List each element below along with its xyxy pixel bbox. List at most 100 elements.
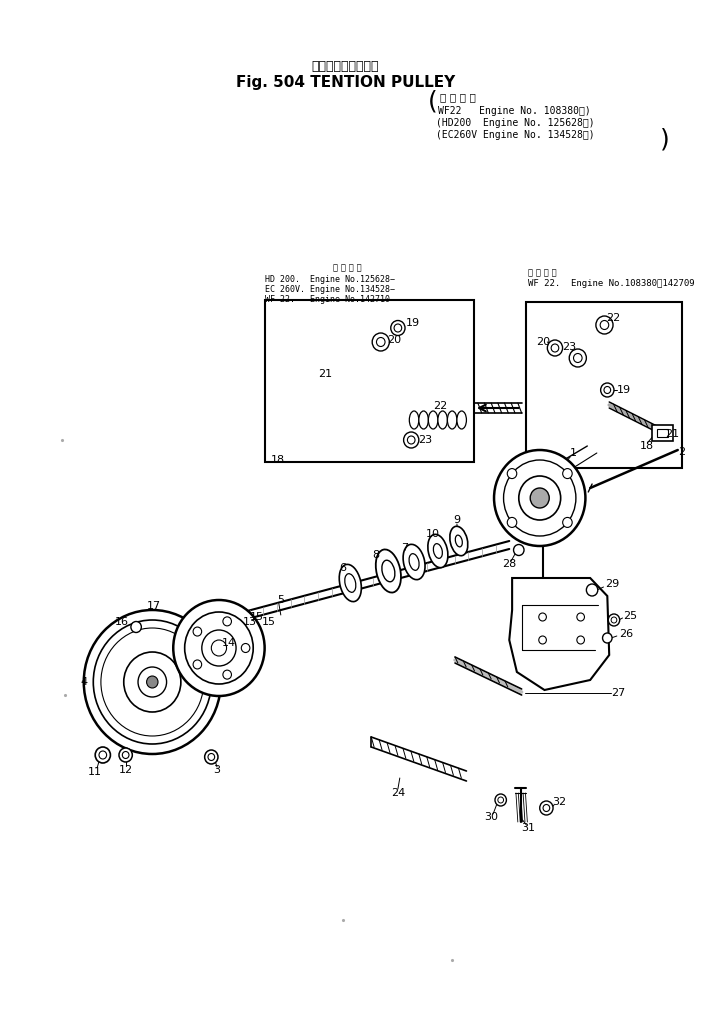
Circle shape xyxy=(124,652,181,712)
Text: 15: 15 xyxy=(262,617,276,627)
Text: (HD200  Engine No. 125628～): (HD200 Engine No. 125628～) xyxy=(436,118,594,128)
Text: 4: 4 xyxy=(80,677,87,687)
Text: 15: 15 xyxy=(250,611,264,622)
Text: 18: 18 xyxy=(640,441,655,451)
Circle shape xyxy=(123,751,129,758)
Text: 25: 25 xyxy=(623,611,637,621)
Circle shape xyxy=(577,636,584,644)
Text: 10: 10 xyxy=(426,529,440,539)
Text: 30: 30 xyxy=(484,812,498,822)
Circle shape xyxy=(391,320,405,336)
Ellipse shape xyxy=(438,411,447,429)
Circle shape xyxy=(602,633,612,643)
Circle shape xyxy=(513,545,524,555)
Circle shape xyxy=(539,613,547,621)
Text: 23: 23 xyxy=(418,435,433,445)
Text: 18: 18 xyxy=(271,455,285,465)
Ellipse shape xyxy=(403,545,425,580)
Text: ): ) xyxy=(660,128,670,152)
Text: 24: 24 xyxy=(391,788,405,798)
Circle shape xyxy=(539,801,553,815)
Circle shape xyxy=(119,748,133,762)
Text: 1: 1 xyxy=(570,448,576,458)
Text: 27: 27 xyxy=(612,688,626,698)
Circle shape xyxy=(101,628,204,736)
Ellipse shape xyxy=(382,560,395,582)
Circle shape xyxy=(185,611,253,684)
Circle shape xyxy=(241,643,250,653)
Circle shape xyxy=(539,636,547,644)
Circle shape xyxy=(507,469,517,478)
Text: 22: 22 xyxy=(433,401,447,411)
Circle shape xyxy=(504,460,576,536)
Text: 31: 31 xyxy=(521,823,535,833)
Text: WF 22.  Engine No.108380～142709: WF 22. Engine No.108380～142709 xyxy=(529,278,695,287)
Text: 20: 20 xyxy=(536,337,550,347)
Ellipse shape xyxy=(419,411,428,429)
Text: 29: 29 xyxy=(605,579,619,589)
Circle shape xyxy=(204,750,218,764)
Ellipse shape xyxy=(428,411,438,429)
Circle shape xyxy=(498,797,504,803)
Text: 21: 21 xyxy=(318,369,333,379)
Text: 9: 9 xyxy=(453,515,460,525)
Text: 20: 20 xyxy=(387,336,401,345)
Ellipse shape xyxy=(339,564,361,601)
Circle shape xyxy=(407,436,415,444)
Text: 適 用 号 機: 適 用 号 機 xyxy=(440,92,476,102)
Circle shape xyxy=(604,387,610,394)
Text: 22: 22 xyxy=(606,313,620,323)
Ellipse shape xyxy=(457,411,466,429)
Circle shape xyxy=(376,338,385,347)
Text: 7: 7 xyxy=(401,543,408,553)
Text: 28: 28 xyxy=(502,559,516,569)
Text: 12: 12 xyxy=(119,765,133,775)
Text: 13: 13 xyxy=(242,617,257,627)
Circle shape xyxy=(577,613,584,621)
Circle shape xyxy=(600,320,609,329)
Circle shape xyxy=(608,614,620,626)
Text: 8: 8 xyxy=(373,550,380,560)
Circle shape xyxy=(494,450,585,546)
Text: (EC260V Engine No. 134528～): (EC260V Engine No. 134528～) xyxy=(436,130,594,140)
Text: HD 200.  Engine No.125628−: HD 200. Engine No.125628− xyxy=(265,276,394,284)
Text: 3: 3 xyxy=(214,765,220,775)
Circle shape xyxy=(404,432,419,448)
Text: 26: 26 xyxy=(619,629,634,639)
Bar xyxy=(657,429,668,437)
Text: 32: 32 xyxy=(552,797,567,807)
Circle shape xyxy=(507,517,517,527)
Text: 2: 2 xyxy=(678,447,685,457)
Ellipse shape xyxy=(410,411,419,429)
Circle shape xyxy=(173,600,265,696)
Circle shape xyxy=(587,584,598,596)
Circle shape xyxy=(211,640,226,656)
Text: 17: 17 xyxy=(147,601,161,611)
Circle shape xyxy=(563,517,572,527)
Circle shape xyxy=(569,349,587,367)
Ellipse shape xyxy=(447,411,457,429)
Ellipse shape xyxy=(409,554,419,570)
Circle shape xyxy=(99,751,107,759)
Text: 14: 14 xyxy=(221,638,236,648)
Circle shape xyxy=(131,622,141,632)
Ellipse shape xyxy=(345,574,356,592)
Circle shape xyxy=(193,660,202,669)
Text: Fig. 504 TENTION PULLEY: Fig. 504 TENTION PULLEY xyxy=(236,76,455,90)
Bar xyxy=(265,300,474,462)
Circle shape xyxy=(600,383,614,397)
Text: 16: 16 xyxy=(115,617,129,627)
Circle shape xyxy=(202,630,236,666)
Circle shape xyxy=(223,617,231,626)
Text: 19: 19 xyxy=(616,385,631,395)
Text: 19: 19 xyxy=(406,318,420,328)
Ellipse shape xyxy=(434,544,442,558)
Circle shape xyxy=(495,794,506,806)
Circle shape xyxy=(372,333,389,351)
Circle shape xyxy=(551,344,559,352)
Circle shape xyxy=(138,667,167,697)
Circle shape xyxy=(596,316,613,334)
Ellipse shape xyxy=(450,526,468,556)
Circle shape xyxy=(146,676,158,688)
Text: テンション　プーリ: テンション プーリ xyxy=(312,61,379,74)
